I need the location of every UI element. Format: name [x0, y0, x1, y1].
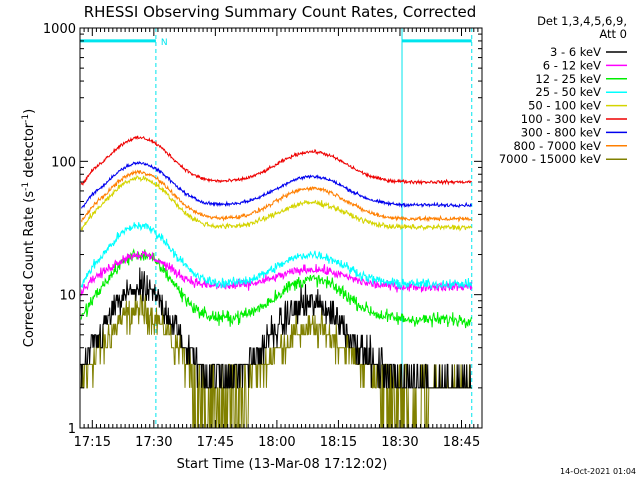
- series-line-12-25-kev: [80, 248, 473, 329]
- night-label: N: [161, 38, 168, 48]
- y-axis: 1 10 100 1000: [43, 22, 482, 437]
- series-line-100-300-kev: [80, 135, 472, 186]
- chart-title: RHESSI Observing Summary Count Rates, Co…: [84, 3, 477, 21]
- x-tick-label: 17:45: [197, 435, 234, 450]
- legend-label: 800 - 7000 keV: [513, 139, 601, 153]
- legend-label: 100 - 300 keV: [521, 112, 601, 126]
- x-axis-label: Start Time (13-Mar-08 17:12:02): [177, 457, 388, 472]
- legend-label: 12 - 25 keV: [535, 72, 601, 86]
- series-line-25-50-kev: [80, 222, 473, 290]
- x-tick-label: 18:45: [443, 435, 480, 450]
- x-axis: 17:15 17:30 17:45 18:00 18:15 18:30 18:45: [74, 28, 483, 450]
- legend-label: 50 - 100 keV: [528, 99, 601, 113]
- legend-label: 300 - 800 keV: [521, 125, 601, 139]
- x-tick-label: 18:00: [258, 435, 295, 450]
- series-line-800-7000-kev: [80, 169, 473, 223]
- x-tick-label: 18:30: [381, 435, 418, 450]
- x-tick-label: 18:15: [320, 435, 357, 450]
- data-series: [80, 135, 473, 429]
- legend-label: 6 - 12 keV: [543, 58, 601, 72]
- y-tick-label: 1000: [43, 22, 76, 37]
- legend-header-line1: Det 1,3,4,5,6,9,: [537, 14, 627, 28]
- timestamp: 14-Oct-2021 01:04: [560, 467, 636, 476]
- y-tick-label: 100: [51, 155, 76, 170]
- series-line-3-6-kev: [80, 267, 472, 389]
- legend-label: 3 - 6 keV: [550, 45, 601, 59]
- y-tick-label: 1: [68, 422, 76, 437]
- series-line-50-100-kev: [80, 174, 473, 232]
- x-tick-label: 17:30: [135, 435, 172, 450]
- y-axis-label: Corrected Count Rate (s-1 detector-1): [21, 109, 37, 347]
- x-tick-label: 17:15: [74, 435, 111, 450]
- y-tick-label: 10: [59, 289, 76, 304]
- legend-label: 25 - 50 keV: [535, 85, 601, 99]
- legend-header-line2: Att 0: [599, 27, 627, 41]
- legend-label: 7000 - 15000 keV: [499, 152, 601, 166]
- series-line-300-800-kev: [81, 160, 472, 209]
